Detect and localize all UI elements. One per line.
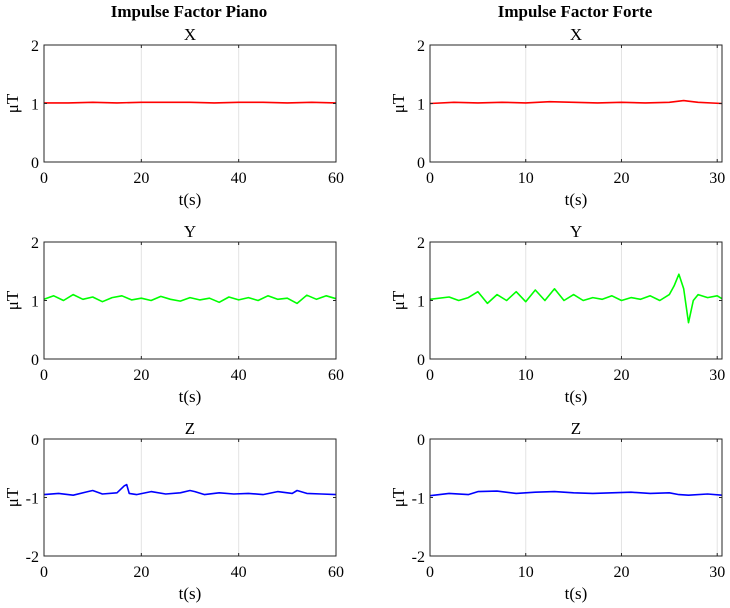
y-tick-label: -1 xyxy=(412,491,425,508)
column-title-piano: Impulse Factor Piano xyxy=(111,2,267,21)
subplot-2: 0 10 20 30 0 1 2 Xt(s) μT xyxy=(389,25,725,209)
x-axis-label: t(s) xyxy=(179,584,202,603)
series-line xyxy=(429,490,723,497)
x-tick-label: 60 xyxy=(328,170,344,187)
x-axis-label: t(s) xyxy=(179,190,202,209)
x-tick-label: 40 xyxy=(231,564,247,581)
x-tick-label: 20 xyxy=(613,170,629,187)
x-tick-label: 30 xyxy=(709,367,725,384)
y-tick-label: 0 xyxy=(31,155,39,172)
y-tick-label: 0 xyxy=(417,352,425,369)
y-tick-label: -2 xyxy=(26,549,39,566)
y-axis-label: μT xyxy=(389,290,408,310)
x-tick-label: 30 xyxy=(709,170,725,187)
x-tick-label: 20 xyxy=(133,170,149,187)
y-tick-label: 2 xyxy=(31,38,39,55)
x-tick-label: 40 xyxy=(231,170,247,187)
y-tick-label: 1 xyxy=(417,97,425,114)
x-tick-label: 0 xyxy=(40,170,48,187)
y-tick-label: 1 xyxy=(31,294,39,311)
x-tick-label: 20 xyxy=(613,367,629,384)
x-tick-label: 0 xyxy=(40,367,48,384)
x-tick-label: 30 xyxy=(709,564,725,581)
x-axis-label: t(s) xyxy=(565,190,588,209)
x-axis-label: t(s) xyxy=(179,387,202,406)
series-line xyxy=(429,273,723,324)
subplot-3: 0 20 40 60 0 1 2 Yt(s) μT xyxy=(3,222,344,406)
subplot-4: 0 10 20 30 0 1 2 Yt(s) μT xyxy=(389,222,725,406)
y-tick-label: 2 xyxy=(31,235,39,252)
y-tick-label: 0 xyxy=(417,432,425,449)
subplot-title: Y xyxy=(184,222,196,241)
x-tick-label: 40 xyxy=(231,367,247,384)
y-axis-label: μT xyxy=(3,93,22,113)
x-tick-label: 20 xyxy=(133,367,149,384)
y-axis-label: μT xyxy=(389,487,408,507)
series-line xyxy=(43,483,337,497)
subplot-title: X xyxy=(570,25,582,44)
y-tick-label: 2 xyxy=(417,38,425,55)
subplot-6: 0 10 20 30 -2 -1 0 Zt(s) μT xyxy=(389,419,725,603)
y-axis-label: μT xyxy=(3,487,22,507)
column-title-forte: Impulse Factor Forte xyxy=(498,2,653,21)
plot-area xyxy=(430,242,722,359)
plot-area xyxy=(44,439,336,556)
y-axis-label: μT xyxy=(3,290,22,310)
series-line xyxy=(44,101,337,104)
subplot-title: Z xyxy=(185,419,195,438)
x-tick-label: 0 xyxy=(426,170,434,187)
x-tick-label: 0 xyxy=(40,564,48,581)
plot-area xyxy=(430,439,722,556)
y-tick-label: 0 xyxy=(417,155,425,172)
x-tick-label: 20 xyxy=(613,564,629,581)
x-tick-label: 60 xyxy=(328,564,344,581)
y-tick-label: -1 xyxy=(26,491,39,508)
x-tick-label: 60 xyxy=(328,367,344,384)
x-tick-label: 10 xyxy=(518,367,534,384)
subplot-5: 0 20 40 60 -2 -1 0 Zt(s) μT xyxy=(3,419,344,603)
plot-area xyxy=(44,242,336,359)
y-tick-label: 1 xyxy=(417,294,425,311)
y-tick-label: -2 xyxy=(412,549,425,566)
x-tick-label: 10 xyxy=(518,564,534,581)
y-tick-label: 0 xyxy=(31,432,39,449)
subplot-title: X xyxy=(184,25,196,44)
y-axis-label: μT xyxy=(389,93,408,113)
subplot-1: 0 20 40 60 0 1 2 Xt(s) μT xyxy=(3,25,344,209)
x-tick-label: 10 xyxy=(518,170,534,187)
x-tick-label: 20 xyxy=(133,564,149,581)
x-tick-label: 0 xyxy=(426,367,434,384)
x-axis-label: t(s) xyxy=(565,584,588,603)
y-tick-label: 1 xyxy=(31,97,39,114)
x-tick-label: 0 xyxy=(426,564,434,581)
y-tick-label: 0 xyxy=(31,352,39,369)
y-tick-label: 2 xyxy=(417,235,425,252)
series-line xyxy=(429,99,723,105)
subplot-title: Z xyxy=(571,419,581,438)
subplot-title: Y xyxy=(570,222,582,241)
series-line xyxy=(43,293,337,305)
x-axis-label: t(s) xyxy=(565,387,588,406)
